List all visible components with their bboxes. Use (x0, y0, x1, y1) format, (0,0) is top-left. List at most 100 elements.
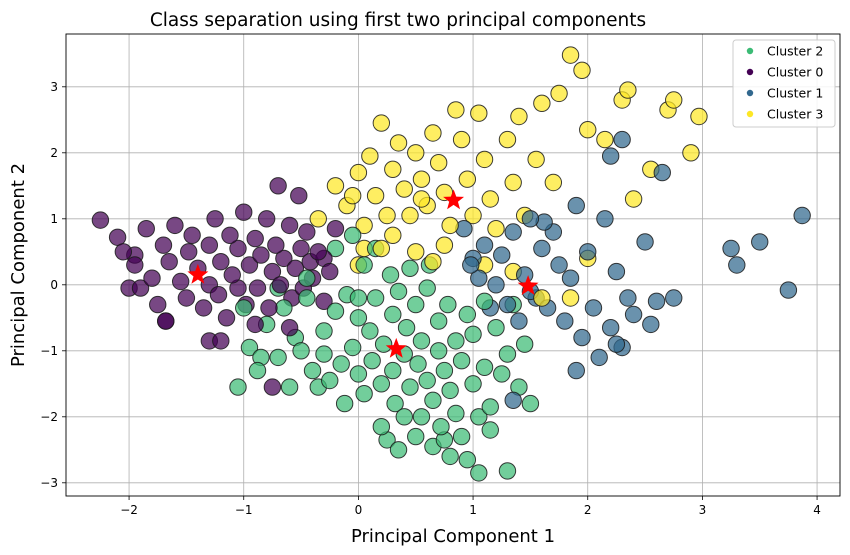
data-point (309, 243, 327, 261)
y-tick-label: −2 (40, 410, 58, 424)
data-point (441, 447, 459, 466)
x-axis-ticks: −2 −1 0 1 2 3 4 (120, 496, 821, 517)
data-point (298, 289, 316, 307)
y-tick-label: −1 (40, 344, 58, 358)
data-point (221, 226, 239, 245)
y-tick-label: 2 (50, 146, 58, 160)
data-point (556, 312, 574, 330)
data-point (481, 190, 499, 208)
data-point (269, 177, 287, 195)
data-point (343, 338, 362, 357)
data-point (579, 243, 597, 261)
data-point (209, 286, 228, 304)
data-point (355, 216, 373, 235)
data-point (397, 319, 416, 337)
data-point (464, 206, 482, 225)
data-point (275, 299, 293, 317)
data-point (601, 147, 620, 165)
data-point (280, 378, 299, 396)
data-point (269, 348, 287, 367)
data-point (722, 239, 740, 258)
x-tick-label: 0 (355, 503, 363, 517)
data-point (464, 325, 482, 343)
data-point (504, 391, 522, 409)
data-point (590, 348, 608, 367)
y-tick-label: 0 (50, 278, 58, 292)
data-point (177, 289, 196, 307)
data-point (166, 216, 184, 235)
data-point (475, 236, 494, 254)
data-point (260, 299, 278, 317)
data-point (412, 408, 431, 426)
data-point (793, 206, 811, 225)
legend-label: Cluster 0 (767, 65, 823, 80)
data-point (381, 266, 400, 284)
data-point (217, 309, 236, 327)
data-point (246, 315, 264, 334)
data-point (160, 253, 178, 271)
data-point (372, 418, 391, 436)
data-point (521, 210, 540, 228)
data-point (470, 269, 488, 287)
data-point (315, 345, 333, 363)
data-point (424, 124, 442, 142)
data-point (372, 114, 391, 132)
data-point (493, 365, 511, 383)
data-point (624, 305, 643, 324)
data-point (458, 451, 477, 469)
data-point (462, 256, 480, 274)
data-point (171, 272, 190, 291)
data-point (487, 319, 505, 337)
data-point (343, 226, 362, 245)
y-tick-label: 1 (50, 212, 58, 226)
data-point (607, 262, 626, 281)
data-point (303, 361, 322, 380)
data-point (665, 289, 683, 307)
data-point (412, 170, 431, 188)
data-point (298, 269, 316, 287)
data-point (498, 345, 517, 363)
data-point (401, 378, 419, 396)
data-point (596, 210, 614, 228)
data-point (355, 256, 373, 274)
data-point (267, 236, 285, 254)
data-point (584, 299, 603, 317)
data-point (636, 233, 654, 251)
data-point (384, 226, 402, 245)
data-point (544, 173, 563, 192)
data-point (409, 355, 427, 373)
data-point (321, 262, 339, 281)
data-point (432, 418, 450, 436)
data-point (240, 256, 259, 274)
data-point (407, 144, 425, 162)
data-point (728, 256, 746, 274)
data-point (550, 256, 568, 274)
data-point (343, 187, 362, 205)
data-point (372, 239, 391, 258)
data-point (561, 46, 580, 64)
data-point (533, 94, 551, 113)
data-point (407, 243, 425, 261)
data-point (271, 276, 290, 294)
legend-frame (732, 39, 836, 128)
data-point (386, 394, 404, 413)
data-point (401, 259, 419, 277)
data-point (475, 150, 494, 169)
data-point (475, 358, 494, 376)
data-point (212, 332, 230, 350)
data-point (579, 121, 597, 139)
legend-marker (746, 89, 754, 97)
legend-label: Cluster 3 (767, 107, 823, 122)
data-point (315, 322, 333, 340)
data-point (779, 281, 798, 299)
data-point (395, 408, 413, 426)
data-point (280, 319, 299, 337)
data-point (263, 262, 282, 281)
data-point (309, 210, 327, 228)
data-point (389, 282, 408, 301)
y-tick-label: −3 (40, 476, 58, 490)
data-point (407, 295, 425, 314)
data-point (515, 335, 534, 353)
data-point (292, 239, 310, 258)
